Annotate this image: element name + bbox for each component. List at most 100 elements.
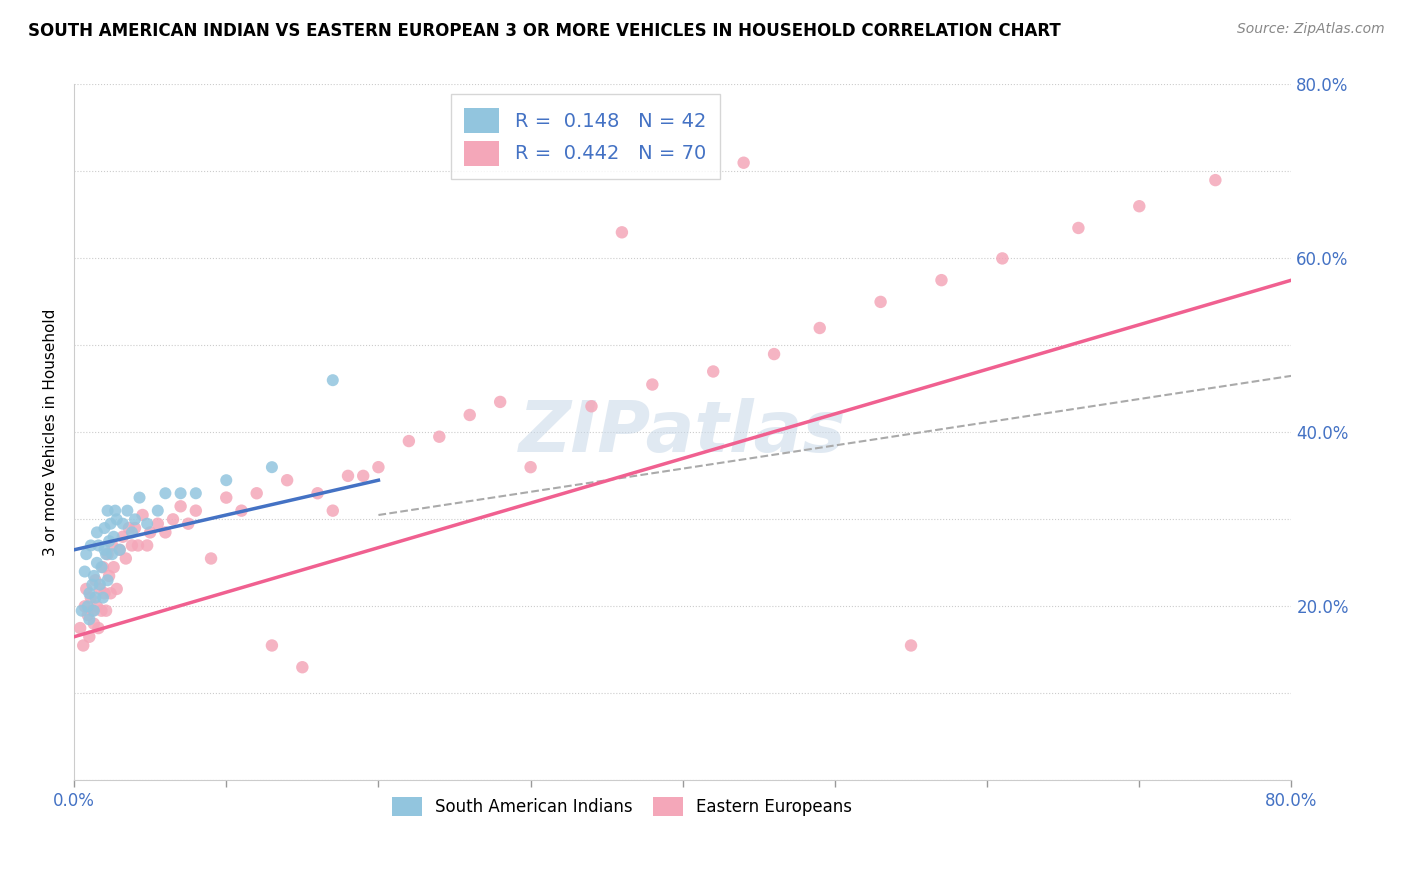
Point [136, 538, 159, 552]
Point [86, 525, 108, 540]
Point [111, 516, 134, 531]
Point [610, 225, 633, 239]
Point [114, 551, 136, 566]
Point [72, 639, 94, 653]
Point [900, 639, 922, 653]
Point [155, 486, 177, 500]
Point [276, 473, 298, 487]
Point [641, 377, 664, 392]
Point [105, 512, 128, 526]
Point [1128, 199, 1150, 213]
Point [246, 486, 269, 500]
Point [91, 591, 114, 605]
Point [83, 569, 105, 583]
Point [82, 577, 104, 591]
Point [117, 503, 139, 517]
Point [87, 621, 110, 635]
Point [169, 500, 191, 514]
Text: Source: ZipAtlas.com: Source: ZipAtlas.com [1237, 22, 1385, 37]
Point [83, 604, 105, 618]
Point [97, 503, 120, 517]
Point [89, 582, 111, 596]
Point [75, 582, 97, 596]
Point [931, 273, 953, 287]
Point [93, 586, 115, 600]
Point [75, 547, 97, 561]
Point [105, 582, 128, 596]
Point [131, 508, 153, 522]
Point [98, 534, 121, 549]
Point [519, 460, 541, 475]
Point [93, 521, 115, 535]
Point [108, 542, 131, 557]
Point [869, 294, 891, 309]
Point [260, 639, 283, 653]
Point [104, 503, 127, 517]
Point [76, 599, 98, 614]
Text: ZIPatlas: ZIPatlas [519, 398, 846, 467]
Point [101, 538, 124, 552]
Point [322, 503, 344, 517]
Point [733, 155, 755, 169]
Point [763, 347, 786, 361]
Point [128, 491, 150, 505]
Text: SOUTH AMERICAN INDIAN VS EASTERN EUROPEAN 3 OR MORE VEHICLES IN HOUSEHOLD CORREL: SOUTH AMERICAN INDIAN VS EASTERN EUROPEA… [28, 22, 1062, 40]
Point [79, 630, 101, 644]
Point [101, 547, 124, 561]
Point [127, 538, 149, 552]
Point [76, 607, 98, 622]
Point [322, 373, 344, 387]
Point [1204, 173, 1226, 187]
Point [97, 547, 120, 561]
Point [337, 468, 360, 483]
Point [79, 586, 101, 600]
Point [91, 560, 114, 574]
Legend: South American Indians, Eastern Europeans: South American Indians, Eastern European… [384, 789, 860, 824]
Point [136, 516, 159, 531]
Point [82, 604, 104, 618]
Point [100, 586, 122, 600]
Point [184, 486, 207, 500]
Point [103, 560, 125, 574]
Y-axis label: 3 or more Vehicles in Household: 3 or more Vehicles in Household [44, 309, 58, 556]
Point [155, 525, 177, 540]
Point [581, 399, 603, 413]
Point [93, 542, 115, 557]
Point [124, 521, 146, 535]
Point [94, 604, 117, 618]
Point [1067, 221, 1090, 235]
Point [162, 512, 184, 526]
Point [103, 530, 125, 544]
Point [146, 503, 169, 517]
Point [97, 573, 120, 587]
Point [79, 612, 101, 626]
Point [177, 516, 200, 531]
Point [94, 547, 117, 561]
Point [808, 321, 831, 335]
Point [90, 604, 112, 618]
Point [69, 621, 91, 635]
Point [70, 604, 93, 618]
Point [427, 430, 450, 444]
Point [89, 577, 111, 591]
Point [80, 591, 103, 605]
Point [87, 538, 110, 552]
Point [84, 591, 107, 605]
Point [291, 660, 314, 674]
Point [398, 434, 420, 448]
Point [139, 525, 162, 540]
Point [489, 395, 512, 409]
Point [200, 551, 222, 566]
Point [73, 565, 96, 579]
Point [231, 503, 253, 517]
Point [169, 486, 191, 500]
Point [124, 512, 146, 526]
Point [86, 556, 108, 570]
Point [991, 252, 1014, 266]
Point [352, 468, 374, 483]
Point [367, 460, 389, 475]
Point [184, 503, 207, 517]
Point [121, 525, 143, 540]
Point [90, 560, 112, 574]
Point [83, 616, 105, 631]
